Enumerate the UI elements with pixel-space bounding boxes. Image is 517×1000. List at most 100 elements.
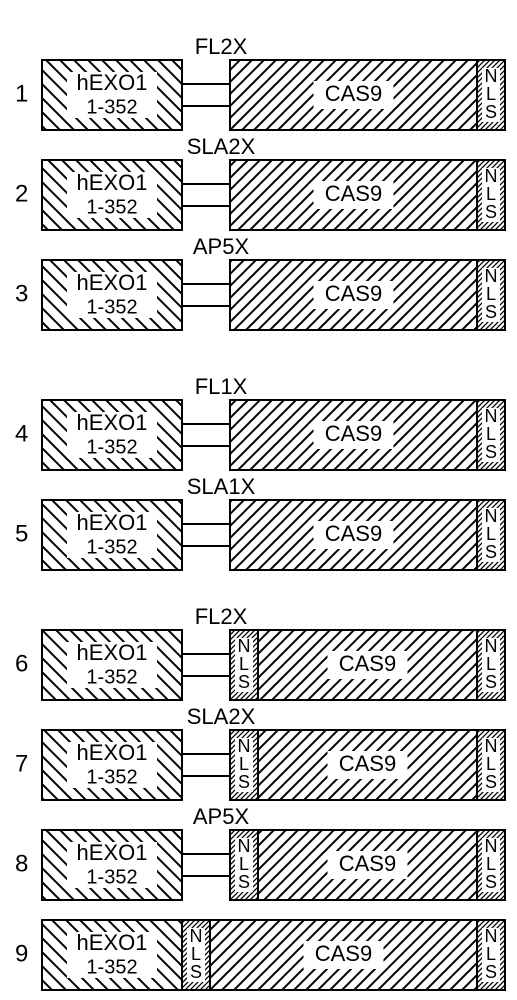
cas-label: CAS9 [325,81,382,106]
linker-label: FL1X [195,374,248,399]
linker-label: SLA2X [187,134,256,159]
linker-label: SLA1X [187,474,256,499]
linker-label: AP5X [193,234,250,259]
svg-text:L: L [239,854,249,874]
svg-text:S: S [485,102,497,122]
svg-text:N: N [485,636,498,656]
exo-label-line1: hEXO1 [77,840,148,865]
svg-text:N: N [485,66,498,86]
svg-text:S: S [238,672,250,692]
exo-label-line2: 1-352 [86,666,137,688]
nls-right-label: NLS [485,836,498,892]
row-number: 9 [15,940,28,967]
svg-text:L: L [486,84,496,104]
svg-text:N: N [238,736,251,756]
svg-text:N: N [485,506,498,526]
construct-row-8: 8hEXO11-352AP5XNLSCAS9NLS [15,804,505,900]
nls-right-label: NLS [485,736,498,792]
svg-text:N: N [190,926,203,946]
row-number: 5 [15,520,28,547]
exo-label-line1: hEXO1 [77,510,148,535]
svg-text:L: L [486,524,496,544]
cas-label: CAS9 [325,181,382,206]
svg-text:N: N [485,406,498,426]
construct-row-1: 1 hEXO11-352 FL2X CAS9 NLS [15,34,505,130]
row-number: 4 [15,420,28,447]
exo-label-line1: hEXO1 [77,70,148,95]
svg-text:N: N [485,166,498,186]
nls-left-label: NLS [238,636,251,692]
linker-label: FL2X [195,604,248,629]
row-number: 3 [15,280,28,307]
nls-right-label: NLS [485,636,498,692]
svg-text:N: N [238,836,251,856]
construct-row-4: 4 hEXO11-352 FL1X CAS9 NLS [15,374,505,470]
exo-label-line2: 1-352 [86,956,137,978]
svg-text:N: N [485,266,498,286]
cas-label: CAS9 [325,281,382,306]
row-number: 8 [15,850,28,877]
cas-label: CAS9 [339,851,396,876]
exo-label-line1: hEXO1 [77,640,148,665]
exo-label-line2: 1-352 [86,766,137,788]
svg-text:L: L [486,424,496,444]
row-number: 1 [15,80,28,107]
cas-label: CAS9 [325,421,382,446]
linker-label: AP5X [193,804,250,829]
svg-text:L: L [486,284,496,304]
construct-row-7: 7hEXO11-352SLA2XNLSCAS9NLS [15,704,505,800]
nls-left-label: NLS [190,926,203,982]
cas-label: CAS9 [325,521,382,546]
linker-label: FL2X [195,34,248,59]
nls-right-label: NLS [485,66,498,122]
nls-right-label: NLS [485,926,498,982]
exo-label-line2: 1-352 [86,296,137,318]
row-number: 2 [15,180,28,207]
exo-label-line2: 1-352 [86,96,137,118]
exo-label-line2: 1-352 [86,866,137,888]
exo-label-line2: 1-352 [86,436,137,458]
svg-text:N: N [485,736,498,756]
nls-right-label: NLS [485,266,498,322]
svg-text:S: S [485,442,497,462]
construct-row-3: 3 hEXO11-352 AP5X CAS9 NLS [15,234,505,330]
exo-label-line2: 1-352 [86,536,137,558]
nls-right-label: NLS [485,166,498,222]
svg-text:S: S [485,962,497,982]
nls-left-label: NLS [238,736,251,792]
nls-left-label: NLS [238,836,251,892]
svg-text:L: L [486,854,496,874]
svg-text:L: L [191,944,201,964]
nls-right-label: NLS [485,406,498,462]
svg-text:L: L [486,754,496,774]
exo-label-line1: hEXO1 [77,740,148,765]
linker-label: SLA2X [187,704,256,729]
nls-right-label: NLS [485,506,498,562]
svg-text:N: N [485,926,498,946]
construct-row-9: 9hEXO11-352NLSCAS9NLS [15,920,505,990]
svg-text:S: S [190,962,202,982]
svg-text:N: N [485,836,498,856]
svg-text:S: S [485,872,497,892]
svg-text:S: S [485,672,497,692]
exo-label-line1: hEXO1 [77,270,148,295]
row-number: 6 [15,650,28,677]
construct-row-5: 5 hEXO11-352 SLA1X CAS9 NLS [15,474,505,570]
svg-text:L: L [486,184,496,204]
svg-text:S: S [485,772,497,792]
svg-text:L: L [486,944,496,964]
cas-label: CAS9 [339,751,396,776]
svg-text:L: L [239,654,249,674]
exo-label-line1: hEXO1 [77,410,148,435]
svg-text:S: S [238,772,250,792]
cas-label: CAS9 [339,651,396,676]
svg-text:L: L [486,654,496,674]
exo-label-line1: hEXO1 [77,170,148,195]
cas-label: CAS9 [315,941,372,966]
row-number: 7 [15,750,28,777]
svg-text:S: S [485,302,497,322]
construct-row-2: 2hEXO11-352SLA2XCAS9NLS [15,134,505,230]
construct-diagram: 1hEXO11-352FL2XCAS9NLS2hEXO11-352SLA2XCA… [0,0,517,1000]
exo-label-line1: hEXO1 [77,930,148,955]
svg-text:S: S [485,542,497,562]
